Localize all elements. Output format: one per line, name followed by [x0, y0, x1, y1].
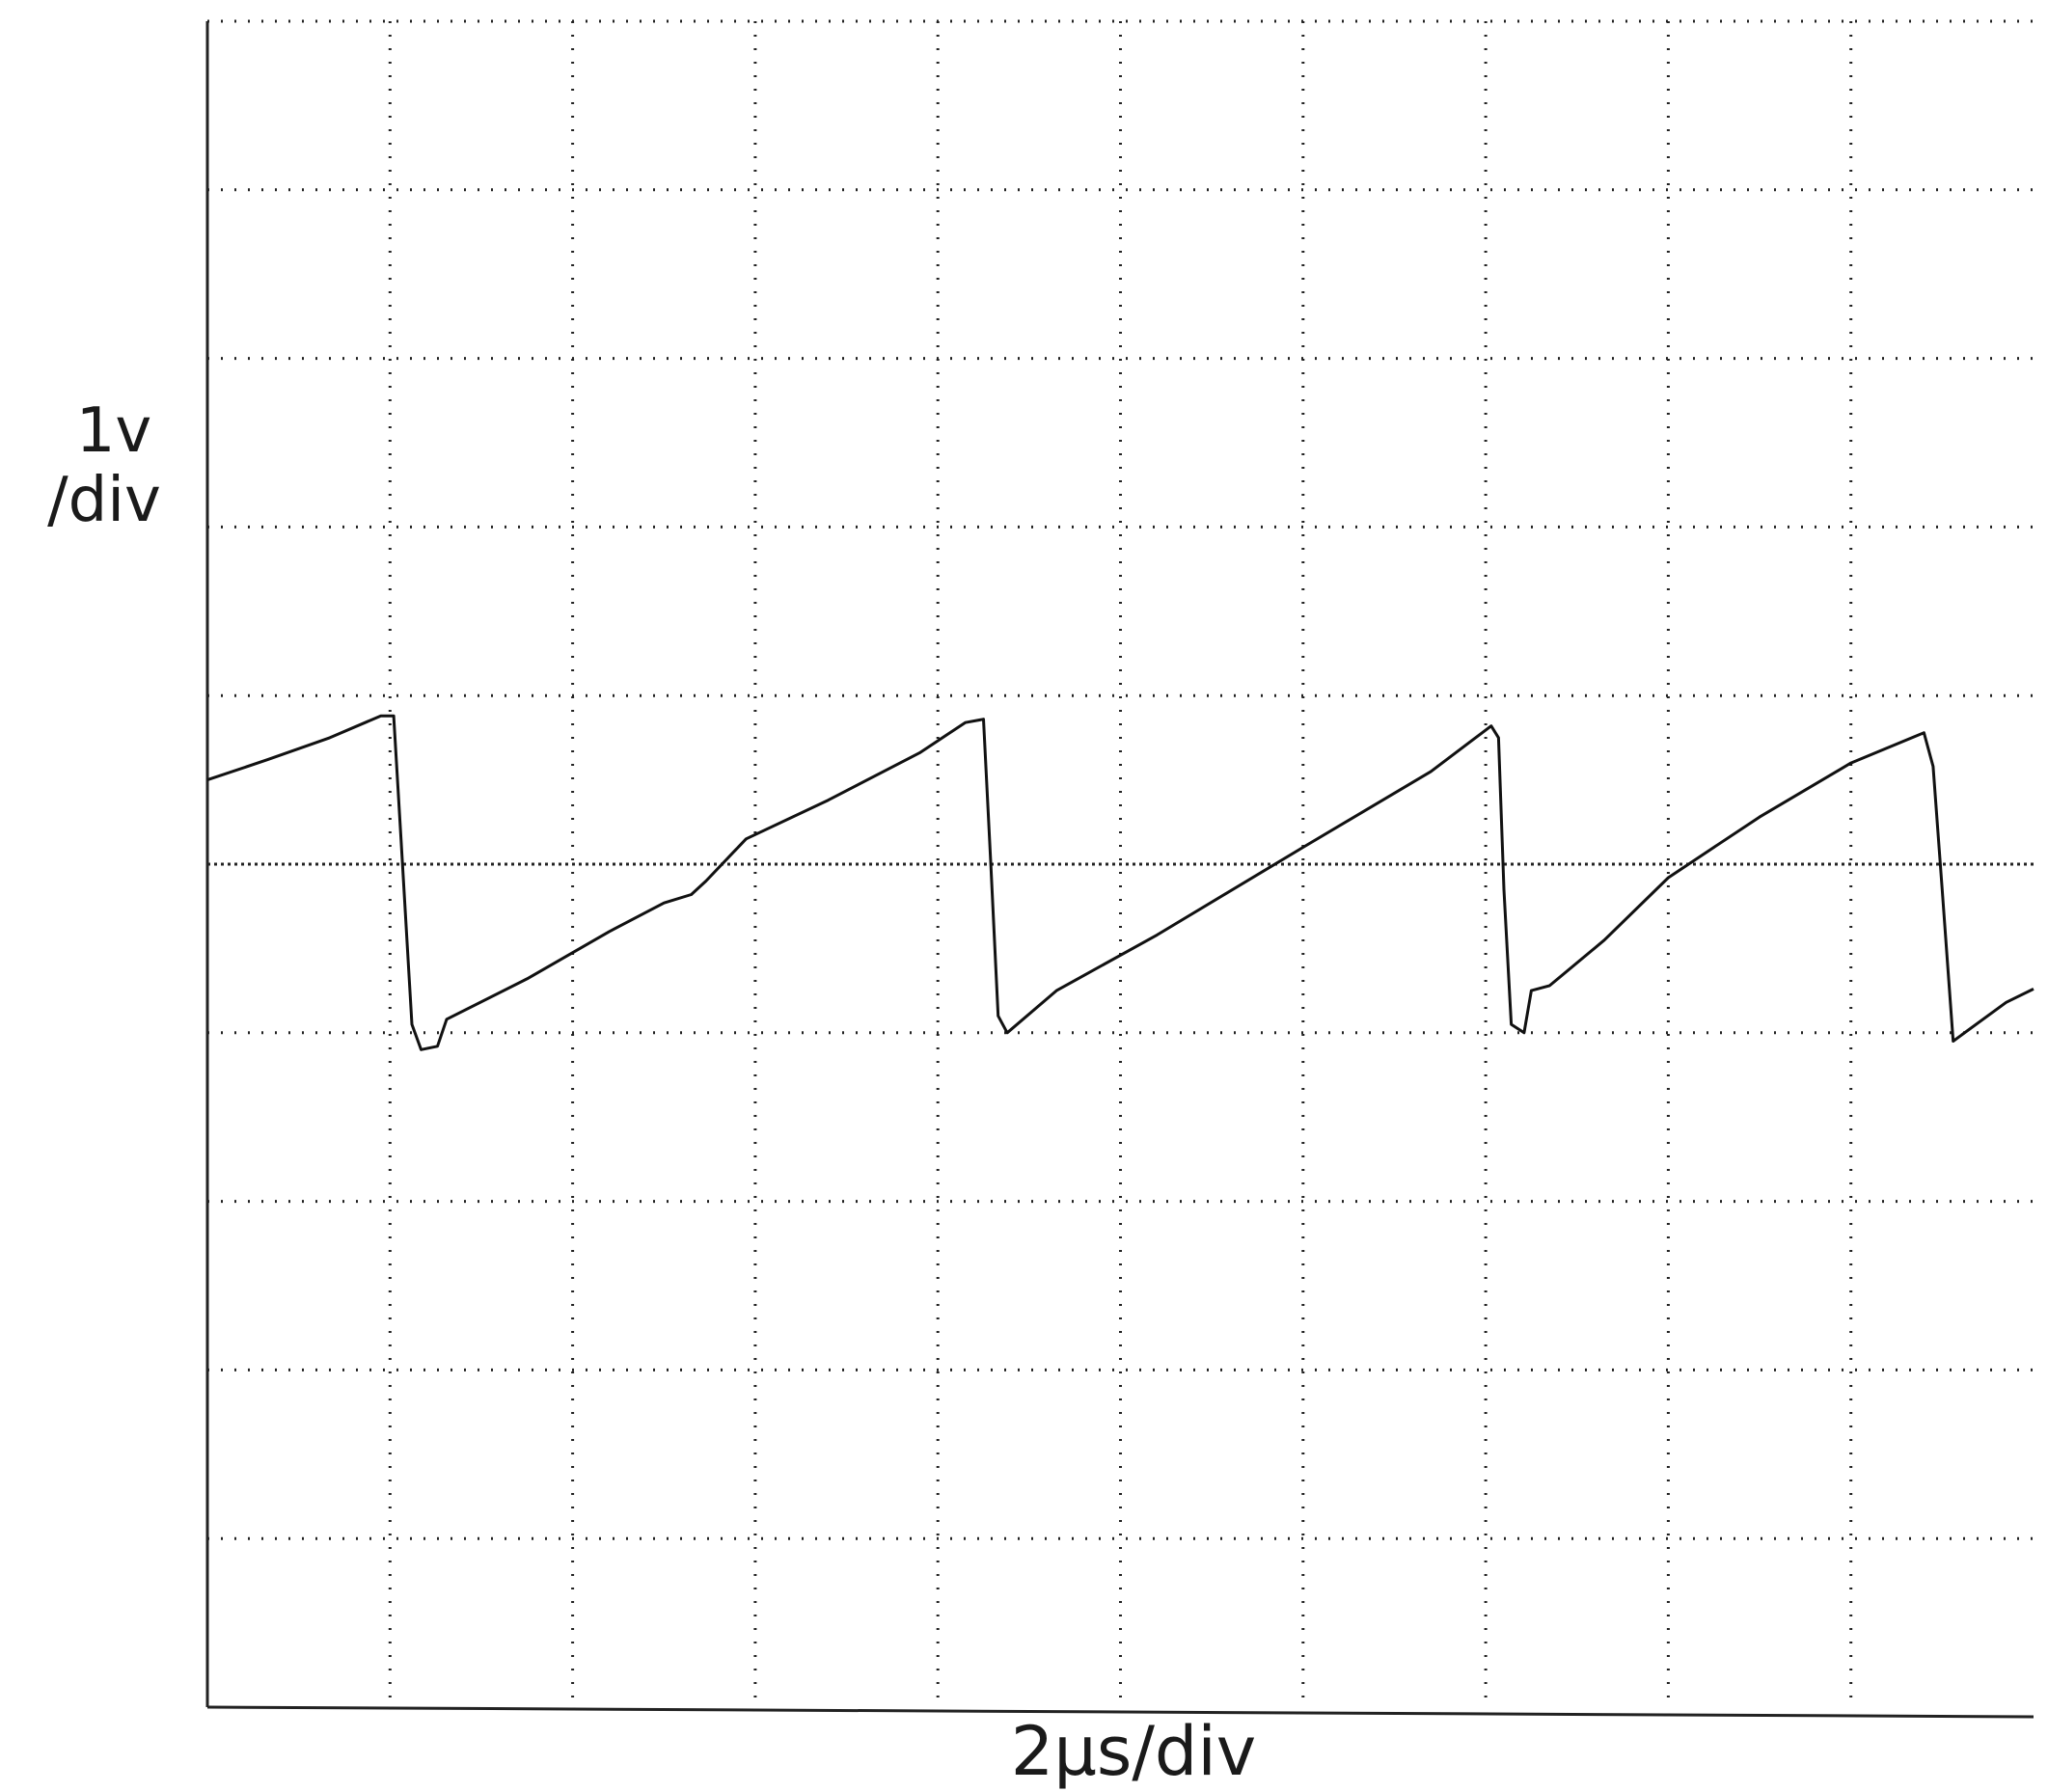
graticule-grid: [207, 19, 2034, 1707]
y-scale-label-line2: /div: [47, 465, 161, 536]
y-scale-label-line1: 1v: [76, 395, 152, 467]
x-axis-line: [206, 1705, 2034, 1719]
x-scale-label: 2µs/div: [1011, 1712, 1256, 1791]
waveform-trace-group: [206, 714, 2034, 1051]
waveform-trace: [206, 714, 2034, 1051]
plot-frame: [205, 21, 2034, 1719]
